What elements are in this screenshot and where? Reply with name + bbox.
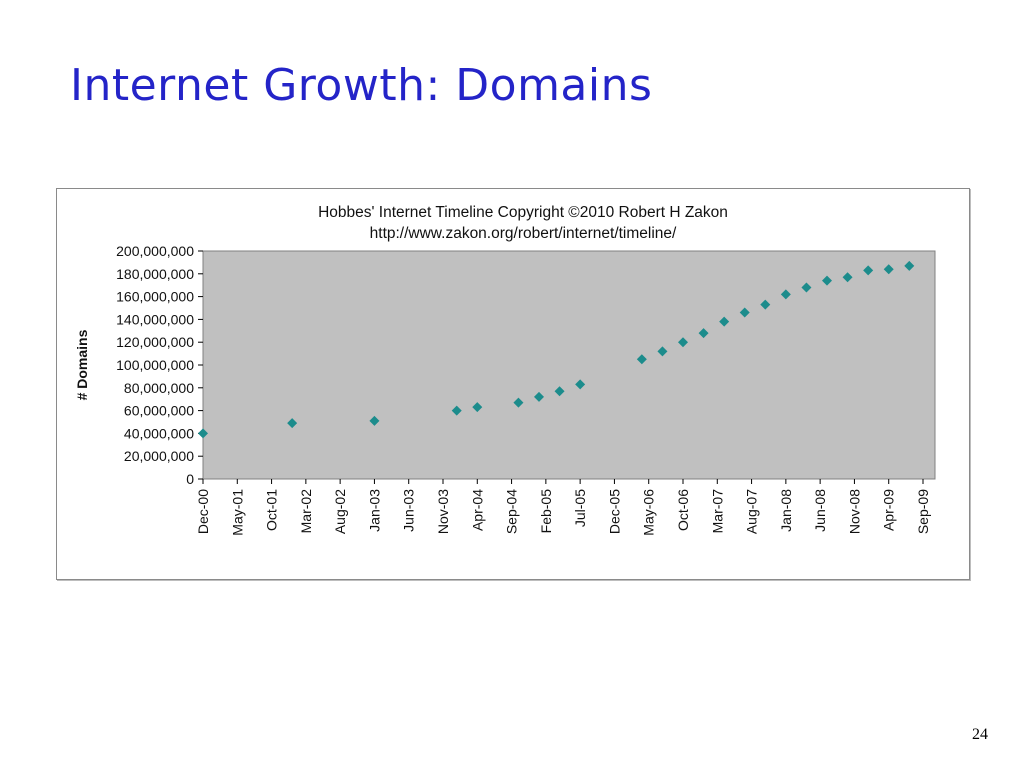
x-tick-label: Oct-06	[675, 489, 691, 531]
x-tick-label: Dec-05	[606, 489, 622, 534]
data-point	[451, 405, 462, 416]
data-point	[719, 316, 730, 327]
data-point	[739, 307, 750, 318]
y-tick-label: 40,000,000	[124, 425, 194, 441]
x-tick-label: Aug-02	[332, 489, 348, 534]
data-point	[678, 337, 688, 348]
data-point	[513, 397, 524, 408]
x-tick-label: Jan-03	[366, 489, 382, 532]
y-tick-label: 200,000,000	[116, 243, 194, 259]
data-point	[472, 402, 483, 413]
chart-frame: Hobbes' Internet Timeline Copyright ©201…	[56, 188, 970, 580]
data-point	[287, 418, 298, 429]
data-point	[780, 289, 791, 300]
data-point	[534, 391, 544, 402]
y-axis: 0 20,000,000 40,000,000 60,000,000 80,000,00…	[116, 243, 203, 487]
x-tick-label: Jun-03	[401, 489, 417, 532]
y-tick-label: 0	[186, 471, 194, 487]
y-tick-label: 180,000,000	[116, 266, 194, 282]
x-tick-label: Oct-01	[264, 489, 280, 531]
data-point	[698, 328, 709, 339]
data-point	[842, 272, 853, 283]
y-tick-label: 20,000,000	[124, 448, 194, 464]
x-tick-label: Jul-05	[572, 489, 588, 527]
x-tick-label: Dec-00	[195, 489, 211, 534]
y-tick-label: 60,000,000	[124, 403, 194, 419]
x-tick-label: Sep-04	[504, 489, 520, 534]
y-tick-label: 100,000,000	[116, 357, 194, 373]
x-tick-label: Aug-07	[744, 489, 760, 534]
plot-area	[202, 250, 936, 480]
y-tick-label: 120,000,000	[116, 334, 194, 350]
data-point	[904, 260, 915, 271]
x-tick-label: May-01	[229, 489, 245, 536]
chart-subtitle: http://www.zakon.org/robert/internet/tim…	[370, 225, 677, 242]
y-axis-label: # Domains	[74, 329, 90, 400]
y-tick-label: 140,000,000	[116, 311, 194, 327]
data-point	[198, 428, 208, 439]
domains-scatter-chart: Hobbes' Internet Timeline Copyright ©201…	[74, 204, 936, 536]
x-tick-label: Jan-08	[778, 489, 794, 532]
data-point	[575, 379, 586, 390]
data-point	[369, 415, 380, 426]
x-tick-label: Nov-03	[435, 489, 451, 534]
x-tick-label: May-06	[641, 489, 657, 536]
chart-title: Hobbes' Internet Timeline Copyright ©201…	[318, 204, 728, 221]
x-tick-label: Nov-08	[846, 489, 862, 534]
data-point	[636, 354, 647, 365]
x-axis: Dec-00 May-01 Oct-01 Mar-02 Aug-02 Jan-03 Jun-…	[195, 479, 931, 536]
x-tick-label: Mar-02	[298, 489, 314, 534]
x-tick-label: Sep-09	[915, 489, 931, 534]
data-point	[801, 282, 812, 293]
y-tick-label: 80,000,000	[124, 380, 194, 396]
data-point	[657, 346, 668, 357]
x-tick-label: Apr-04	[469, 489, 485, 531]
y-tick-label: 160,000,000	[116, 289, 194, 305]
x-tick-label: Feb-05	[538, 489, 554, 534]
data-point	[863, 265, 874, 276]
data-point	[760, 299, 771, 310]
slide-title: Internet Growth: Domains	[70, 60, 653, 111]
page-number: 24	[972, 726, 988, 743]
x-tick-label: Mar-07	[709, 489, 725, 534]
data-points	[198, 260, 915, 439]
data-point	[822, 275, 832, 286]
x-tick-label: Jun-08	[812, 489, 828, 532]
data-point	[883, 264, 894, 275]
x-tick-label: Apr-09	[881, 489, 897, 531]
data-point	[554, 386, 565, 397]
